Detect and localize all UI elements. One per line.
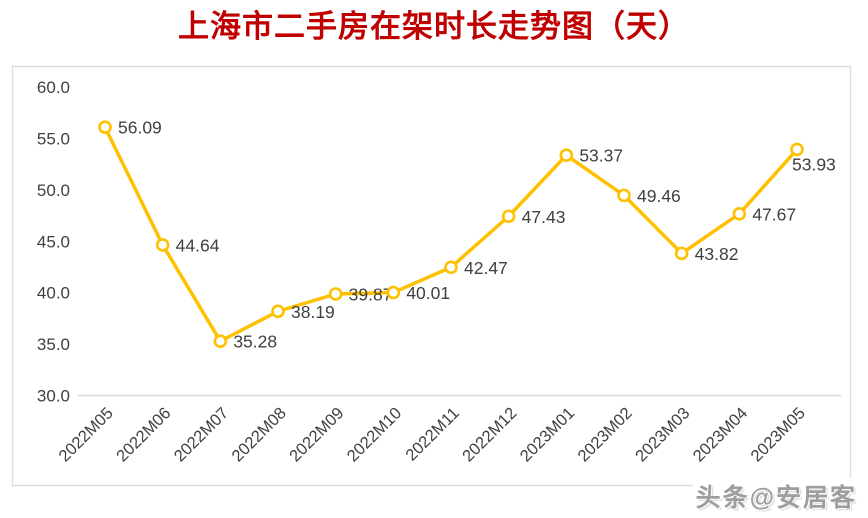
x-tick-label: 2022M05: [55, 404, 116, 465]
data-label: 49.46: [637, 186, 681, 206]
x-tick-label: 2023M05: [747, 404, 808, 465]
data-label: 38.19: [291, 302, 335, 322]
y-tick-label: 40.0: [37, 284, 70, 303]
data-label: 44.64: [176, 235, 220, 255]
y-tick-label: 35.0: [37, 335, 70, 354]
data-label: 47.67: [752, 204, 796, 224]
data-label: 39.87: [349, 285, 393, 305]
y-tick-label: 60.0: [37, 78, 70, 97]
x-tick-label: 2023M01: [517, 404, 578, 465]
data-label: 40.01: [406, 283, 450, 303]
data-point-marker: [617, 188, 631, 203]
chart-title: 上海市二手房在架时长走势图（天）: [178, 9, 690, 44]
y-tick-label: 30.0: [37, 387, 70, 406]
data-label: 56.09: [118, 118, 162, 138]
y-tick-label: 45.0: [37, 232, 70, 251]
data-label: 43.82: [695, 244, 739, 264]
data-point-marker: [386, 285, 401, 300]
x-tick-label: 2022M07: [171, 404, 232, 465]
data-point-marker: [155, 238, 170, 252]
data-point-marker: [559, 148, 574, 162]
watermark: 头条@安居客: [692, 478, 860, 514]
y-tick-label: 50.0: [37, 181, 70, 200]
series-line: [103, 125, 799, 343]
data-label: 53.37: [579, 146, 623, 166]
data-point-marker: [213, 334, 228, 349]
data-point-marker: [328, 287, 343, 301]
data-point-marker: [732, 206, 747, 221]
data-label: 35.28: [233, 332, 277, 352]
x-tick-label: 2023M04: [690, 404, 751, 465]
x-tick-label: 2022M11: [402, 404, 463, 465]
data-point-marker: [501, 209, 516, 224]
x-tick-label: 2023M03: [632, 404, 693, 465]
data-label: 47.43: [522, 207, 566, 227]
x-tick-label: 2023M02: [574, 404, 635, 465]
data-label: 42.47: [464, 258, 508, 278]
data-point-marker: [271, 304, 285, 319]
data-point-marker: [98, 120, 112, 135]
x-tick-label: 2022M09: [286, 404, 347, 465]
x-tick-label: 2022M10: [344, 404, 405, 465]
x-tick-label: 2022M08: [228, 404, 289, 465]
y-tick-label: 55.0: [37, 129, 70, 148]
data-point-marker: [444, 260, 458, 275]
data-point-marker: [790, 142, 804, 157]
x-tick-label: 2022M12: [459, 404, 520, 465]
data-point-marker: [674, 246, 689, 261]
x-tick-label: 2022M06: [113, 404, 174, 465]
data-label: 53.93: [792, 154, 836, 174]
plot-border: [11, 65, 852, 487]
